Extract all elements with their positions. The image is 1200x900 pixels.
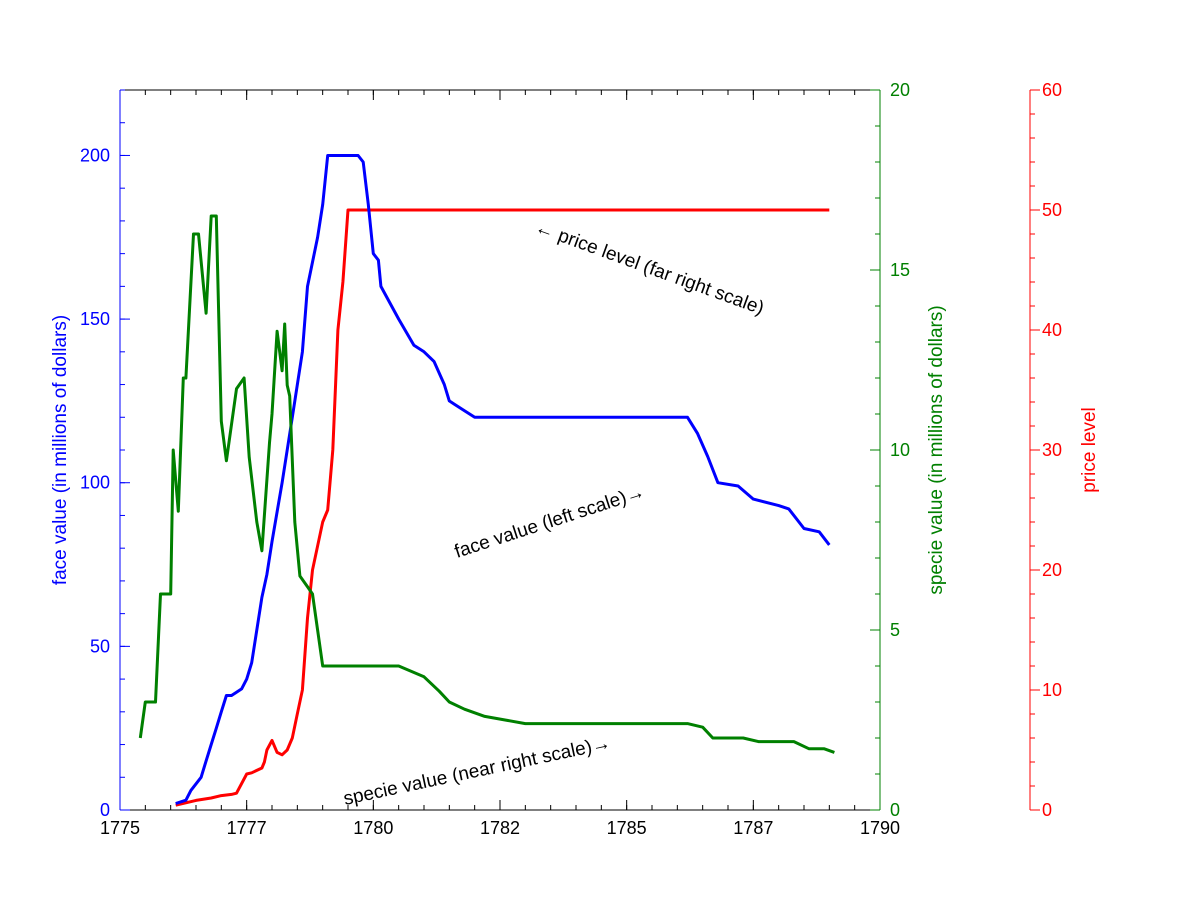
x-tick-label: 1785	[607, 818, 647, 838]
specie-annotation: specie value (near right scale)→	[342, 733, 613, 810]
x-tick-label: 1775	[100, 818, 140, 838]
near-right-tick-label: 15	[890, 260, 910, 280]
left-axis-title: face value (in millions of dollars)	[50, 315, 71, 585]
far-right-tick-label: 20	[1042, 560, 1062, 580]
series-specie-line	[138, 214, 835, 754]
far-right-axis-title: price level	[1079, 407, 1100, 493]
far-right-tick-label: 50	[1042, 200, 1062, 220]
near-right-tick-label: 0	[890, 800, 900, 820]
axes: 1775 1777 1780 1782 1785 1787 1790050100150200…	[50, 80, 1100, 838]
x-tick-label: 1780	[353, 818, 393, 838]
far-right-tick-label: 0	[1042, 800, 1052, 820]
x-tick-label: 1790	[860, 818, 900, 838]
left-tick-label: 100	[80, 473, 110, 493]
left-tick-label: 150	[80, 309, 110, 329]
x-tick-label: 1782	[480, 818, 520, 838]
near-right-tick-label: 10	[890, 440, 910, 460]
far-right-tick-label: 60	[1042, 80, 1062, 100]
price-annotation: ← price level (far right scale)	[532, 217, 766, 319]
left-tick-label: 0	[100, 800, 110, 820]
x-tick-label: 1777	[227, 818, 267, 838]
far-right-tick-label: 30	[1042, 440, 1062, 460]
x-tick-label: 1787	[733, 818, 773, 838]
far-right-tick-label: 40	[1042, 320, 1062, 340]
annotation-layer: ← price level (far right scale) face val…	[342, 217, 767, 810]
near-right-axis-title: specie value (in millions of dollars)	[926, 305, 947, 594]
left-tick-label: 50	[90, 636, 110, 656]
face-annotation: face value (left scale)→	[452, 481, 647, 562]
near-right-tick-label: 20	[890, 80, 910, 100]
left-tick-label: 200	[80, 145, 110, 165]
series-layer	[138, 154, 835, 807]
series-face-line	[175, 154, 831, 805]
far-right-tick-label: 10	[1042, 680, 1062, 700]
series-price-line	[175, 208, 830, 807]
near-right-tick-label: 5	[890, 620, 900, 640]
